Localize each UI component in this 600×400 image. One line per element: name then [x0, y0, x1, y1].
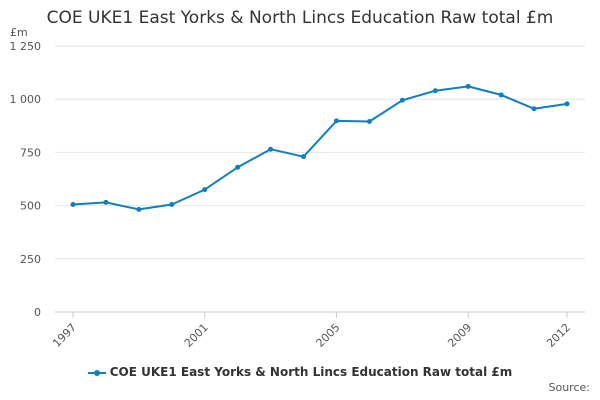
- data-point: [103, 199, 109, 205]
- y-axis-unit-label: £m: [10, 26, 28, 39]
- data-point: [268, 146, 274, 152]
- data-point: [70, 202, 76, 208]
- data-point: [235, 164, 241, 170]
- data-point: [301, 154, 307, 160]
- y-tick-label: 1 250: [10, 40, 42, 53]
- chart-title: COE UKE1 East Yorks & North Lincs Educat…: [46, 8, 554, 28]
- data-point: [399, 97, 405, 103]
- y-tick-label: 1 000: [10, 93, 42, 106]
- legend[interactable]: COE UKE1 East Yorks & North Lincs Educat…: [0, 365, 600, 379]
- source-label: Source:: [548, 381, 591, 394]
- y-tick-label: 0: [34, 306, 41, 319]
- data-point: [531, 106, 537, 112]
- legend-label: COE UKE1 East Yorks & North Lincs Educat…: [109, 365, 513, 379]
- series-layer: [70, 83, 570, 212]
- x-tick-label: 2012: [544, 321, 573, 350]
- x-tick-label: 2001: [182, 321, 211, 350]
- x-tick-label: 2009: [445, 321, 474, 350]
- y-tick-label: 250: [20, 253, 41, 266]
- data-point: [169, 202, 175, 208]
- data-point: [432, 88, 438, 94]
- y-tick-label: 750: [20, 146, 41, 159]
- data-point: [498, 92, 504, 98]
- series-line: [72, 85, 568, 211]
- data-point: [564, 101, 570, 107]
- x-tick-label: 2005: [314, 321, 343, 350]
- data-point: [333, 118, 339, 124]
- data-point: [366, 119, 372, 125]
- gridlines: [55, 45, 585, 313]
- axes: 0 250 500 750 1 000 1 250 1997 2001 2005 2009 2012: [10, 40, 574, 350]
- legend-swatch-icon: [87, 368, 106, 378]
- data-point: [136, 206, 142, 212]
- y-tick-label: 500: [20, 200, 41, 213]
- data-point: [465, 83, 471, 89]
- data-point: [202, 187, 208, 193]
- x-tick-label: 1997: [50, 321, 79, 350]
